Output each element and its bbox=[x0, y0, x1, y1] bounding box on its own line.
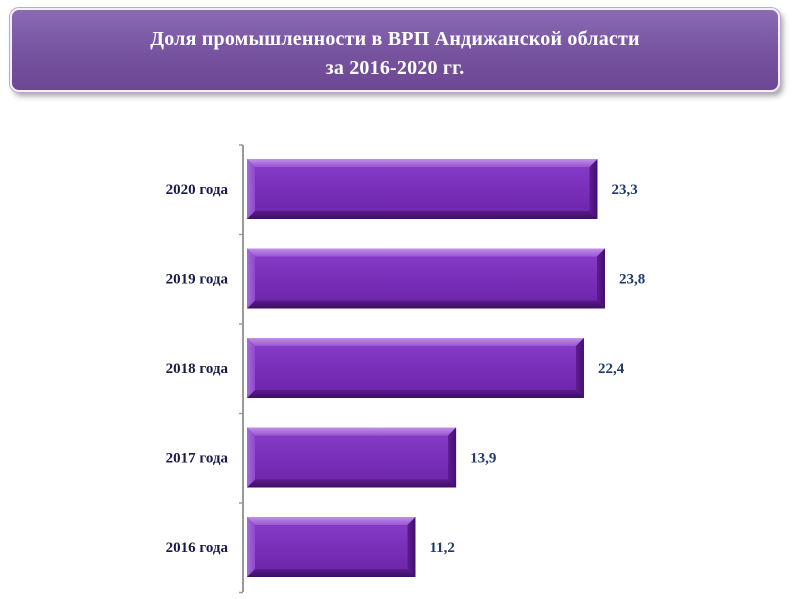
bar-bevel-left bbox=[247, 338, 255, 398]
bar-bevel-left bbox=[247, 248, 255, 309]
bar-face bbox=[247, 427, 457, 488]
bar-face bbox=[247, 338, 584, 398]
bar-bevel-right bbox=[589, 159, 598, 219]
bar bbox=[247, 427, 457, 488]
bar-bevel-right bbox=[597, 248, 605, 309]
bar-bevel-bottom bbox=[247, 569, 416, 577]
bar-bevel-left bbox=[247, 159, 255, 219]
bar-bevel-bottom bbox=[247, 390, 584, 398]
value-label: 23,8 bbox=[619, 272, 645, 288]
bar-bevel-right bbox=[575, 338, 584, 398]
bar-bevel-top bbox=[247, 159, 598, 167]
category-label: 2017 года bbox=[166, 451, 229, 467]
bar bbox=[247, 248, 605, 309]
bar-bevel-top bbox=[247, 517, 416, 525]
bar-bevel-bottom bbox=[247, 479, 457, 488]
bar-bevel-right bbox=[407, 517, 416, 577]
chart-title-line-1: Доля промышленности в ВРП Андижанской об… bbox=[150, 28, 640, 50]
category-label: 2020 года bbox=[166, 182, 229, 198]
bar-face bbox=[247, 248, 605, 309]
value-label: 11,2 bbox=[429, 540, 454, 556]
bar-bevel-top bbox=[247, 248, 605, 257]
value-label: 13,9 bbox=[470, 451, 496, 467]
bar bbox=[247, 517, 416, 577]
bar-bevel-bottom bbox=[247, 300, 605, 309]
category-label: 2019 года bbox=[166, 272, 229, 288]
title-banner: Доля промышленности в ВРП Андижанской об… bbox=[10, 8, 780, 92]
bar-bevel-bottom bbox=[247, 211, 598, 219]
bar-bevel-top bbox=[247, 427, 457, 436]
value-label: 22,4 bbox=[598, 361, 625, 377]
value-label: 23,3 bbox=[611, 182, 637, 198]
category-label: 2018 года bbox=[166, 361, 229, 377]
bar-face bbox=[247, 159, 598, 219]
bar-bevel-right bbox=[448, 427, 457, 488]
bar bbox=[247, 159, 598, 219]
chart-title-line-2: за 2016-2020 гг. bbox=[325, 57, 465, 79]
category-label: 2016 года bbox=[166, 540, 229, 556]
bar-bevel-left bbox=[247, 427, 255, 488]
bar-bevel-top bbox=[247, 338, 584, 346]
bar bbox=[247, 338, 584, 398]
bar-face bbox=[247, 517, 416, 577]
bar-bevel-left bbox=[247, 517, 255, 577]
